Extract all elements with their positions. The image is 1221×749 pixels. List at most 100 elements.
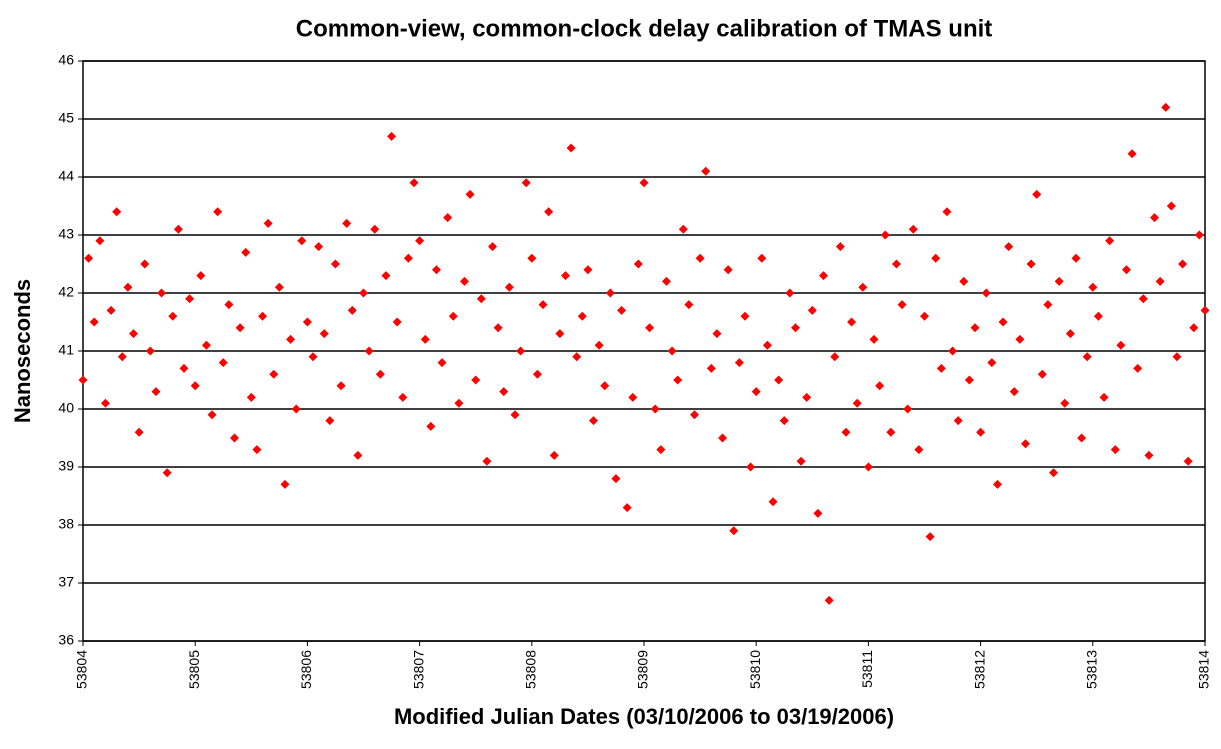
data-point <box>157 288 167 298</box>
data-point <box>173 224 183 234</box>
data-point <box>1065 329 1075 339</box>
data-point <box>785 288 795 298</box>
data-point <box>931 253 941 263</box>
data-point <box>258 311 268 321</box>
data-point <box>1150 213 1160 223</box>
data-point <box>89 317 99 327</box>
data-point <box>600 381 610 391</box>
data-point <box>196 271 206 281</box>
data-point <box>617 305 627 315</box>
data-point <box>998 317 1008 327</box>
data-point <box>942 207 952 217</box>
x-tick-label: 53807 <box>410 650 426 689</box>
data-point <box>325 416 335 426</box>
data-point <box>544 207 554 217</box>
data-point <box>415 236 425 246</box>
data-point <box>213 207 223 217</box>
data-point <box>1020 439 1030 449</box>
data-point <box>661 276 671 286</box>
data-point <box>718 433 728 443</box>
data-point <box>1088 282 1098 292</box>
data-point <box>274 282 284 292</box>
data-point <box>796 456 806 466</box>
data-point <box>734 358 744 368</box>
data-point <box>936 363 946 373</box>
data-point <box>639 178 649 188</box>
data-point <box>291 404 301 414</box>
data-point <box>729 526 739 536</box>
data-point <box>95 236 105 246</box>
data-point <box>229 433 239 443</box>
data-point <box>471 375 481 385</box>
data-point <box>841 427 851 437</box>
data-point <box>925 532 935 542</box>
data-point <box>1043 300 1053 310</box>
data-point <box>673 375 683 385</box>
data-point <box>757 253 767 263</box>
data-point <box>381 271 391 281</box>
x-tick-label: 53805 <box>186 650 202 689</box>
data-point <box>920 311 929 321</box>
data-point <box>538 300 548 310</box>
data-point <box>364 346 374 356</box>
data-point <box>145 346 155 356</box>
data-point <box>611 474 621 484</box>
y-tick-label: 45 <box>58 110 74 126</box>
data-point <box>824 595 834 605</box>
x-tick-label: 53809 <box>635 650 651 689</box>
data-point <box>392 317 402 327</box>
data-point <box>858 282 868 292</box>
x-tick-label: 53804 <box>74 650 90 689</box>
data-point <box>746 462 756 472</box>
y-axis-label: Nanoseconds <box>10 279 35 423</box>
data-point <box>330 259 340 269</box>
data-point <box>302 317 312 327</box>
y-tick-label: 40 <box>58 400 74 416</box>
data-point <box>476 294 486 304</box>
data-point <box>1071 253 1081 263</box>
data-point <box>970 323 980 333</box>
data-point <box>774 375 784 385</box>
data-point <box>190 381 200 391</box>
data-point <box>560 271 570 281</box>
data-point <box>1110 445 1120 455</box>
data-point <box>465 189 475 199</box>
data-point <box>488 242 498 252</box>
data-point <box>633 259 643 269</box>
data-point <box>976 427 986 437</box>
data-point <box>269 369 279 379</box>
data-point <box>953 416 963 426</box>
data-point <box>1015 334 1025 344</box>
data-point <box>134 427 144 437</box>
data-point <box>908 224 918 234</box>
chart-title: Common-view, common-clock delay calibrat… <box>296 15 993 42</box>
data-point <box>504 282 514 292</box>
data-point <box>1183 456 1193 466</box>
data-point <box>387 131 397 141</box>
data-point <box>605 288 615 298</box>
data-point <box>359 288 368 298</box>
data-point <box>1099 392 1109 402</box>
data-point <box>740 311 750 321</box>
data-point <box>650 404 660 414</box>
data-point <box>1155 276 1165 286</box>
data-point <box>112 207 122 217</box>
data-point <box>100 398 110 408</box>
data-point <box>959 276 969 286</box>
data-point <box>1127 149 1137 159</box>
data-point <box>1178 259 1188 269</box>
data-point <box>572 352 582 362</box>
y-tick-label: 43 <box>58 226 74 242</box>
data-point <box>656 445 666 455</box>
data-point <box>151 387 161 397</box>
data-point <box>1082 352 1092 362</box>
data-point <box>532 369 542 379</box>
data-point <box>1116 340 1126 350</box>
data-point <box>78 375 88 385</box>
data-point <box>459 276 469 286</box>
data-point <box>448 311 458 321</box>
data-point <box>1172 352 1182 362</box>
data-point <box>1077 433 1087 443</box>
data-point <box>280 479 290 489</box>
data-point <box>1161 102 1171 112</box>
